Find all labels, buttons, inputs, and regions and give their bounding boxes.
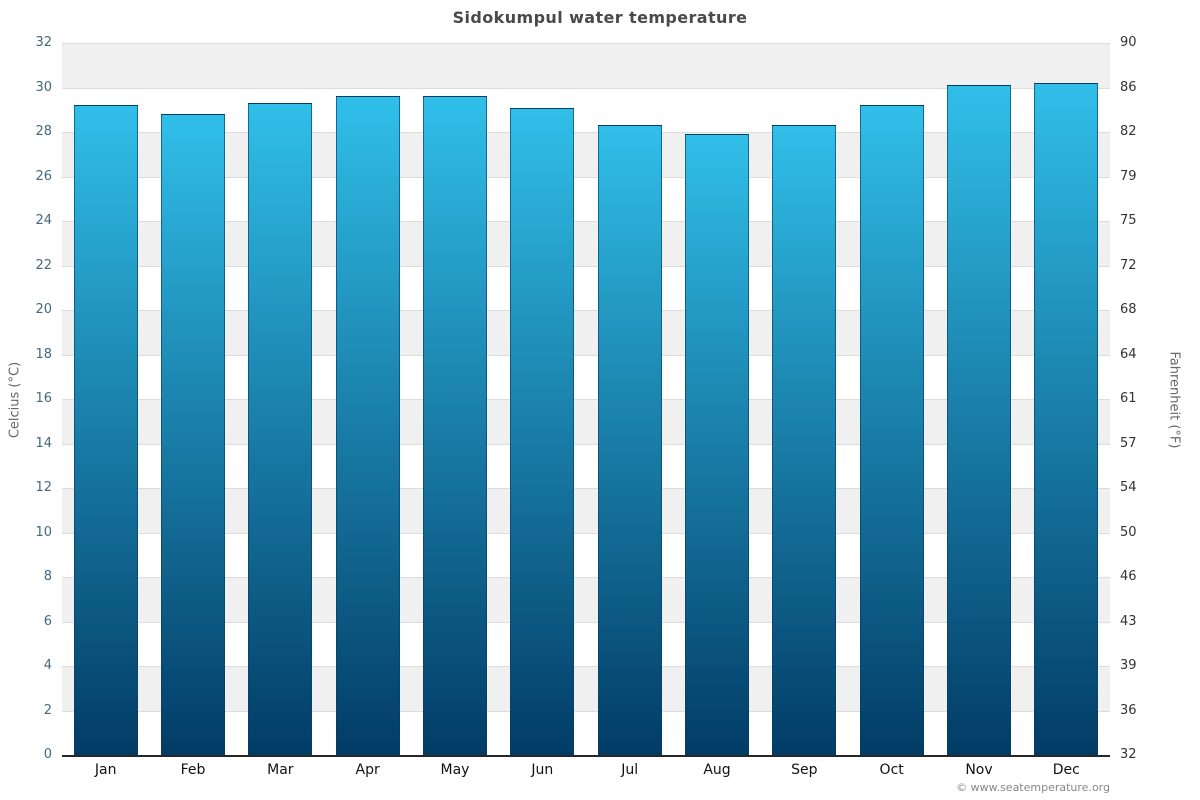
- x-tick-oct: Oct: [879, 762, 904, 778]
- fahrenheit-tick-label: 57: [1120, 435, 1137, 451]
- gridline: [62, 577, 1110, 578]
- bar-feb: [161, 114, 225, 755]
- background-band: [62, 666, 1110, 711]
- background-band: [62, 577, 1110, 622]
- fahrenheit-tick-label: 32: [1120, 747, 1137, 762]
- fahrenheit-tick-label: 82: [1120, 124, 1137, 139]
- celsius-tick-label: 30: [35, 79, 52, 95]
- bar-jun: [510, 107, 575, 755]
- celsius-tick-label: 32: [35, 35, 52, 50]
- x-tick-jul: Jul: [621, 762, 639, 778]
- x-tick-feb: Feb: [180, 762, 206, 778]
- fahrenheit-tick-label: 50: [1120, 524, 1137, 540]
- gridline: [62, 443, 1110, 445]
- gridline: [62, 710, 1110, 712]
- fahrenheit-tick-label: 90: [1120, 35, 1137, 50]
- bar-mar: [248, 103, 313, 755]
- x-tick-nov: Nov: [965, 762, 993, 778]
- x-tick-jun: Jun: [531, 762, 554, 778]
- celsius-tick-label: 2: [43, 702, 52, 718]
- gridline: [62, 310, 1110, 311]
- fahrenheit-tick-label: 75: [1120, 213, 1137, 228]
- gridline: [62, 176, 1110, 178]
- chart-title: Sidokumpul water temperature: [452, 8, 748, 27]
- bar-jul: [597, 125, 662, 755]
- fahrenheit-tick-label: 79: [1120, 168, 1137, 184]
- celsius-tick-label: 8: [43, 569, 52, 584]
- gridline: [62, 399, 1110, 400]
- fahrenheit-tick-label: 72: [1120, 257, 1137, 273]
- fahrenheit-tick-label: 54: [1120, 480, 1137, 495]
- celsius-tick-label: 16: [35, 391, 52, 406]
- background-band: [62, 221, 1110, 266]
- x-tick-aug: Aug: [703, 762, 731, 778]
- celsius-tick-label: 0: [43, 747, 52, 762]
- celsius-tick-label: 28: [35, 124, 52, 139]
- fahrenheit-tick-label: 39: [1120, 658, 1137, 673]
- gridline: [62, 666, 1110, 667]
- background-band: [62, 310, 1110, 355]
- celsius-tick-label: 18: [35, 346, 52, 362]
- celsius-tick-label: 20: [35, 302, 52, 317]
- bar-nov: [947, 85, 1011, 755]
- gridline: [62, 221, 1110, 222]
- background-band: [62, 399, 1110, 444]
- bar-may: [423, 96, 487, 755]
- background-band: [62, 132, 1110, 177]
- celsius-tick-label: 10: [35, 524, 52, 540]
- fahrenheit-tick-label: 36: [1120, 702, 1137, 718]
- gridline: [62, 354, 1110, 356]
- x-tick-jan: Jan: [94, 762, 117, 778]
- celsius-tick-label: 24: [35, 213, 52, 228]
- gridline: [62, 87, 1110, 89]
- bar-sep: [772, 125, 837, 755]
- bar-jan: [73, 105, 138, 755]
- bar-dec: [1034, 83, 1099, 755]
- fahrenheit-tick-label: 61: [1120, 391, 1137, 406]
- gridline: [62, 43, 1110, 44]
- gridline: [62, 532, 1110, 534]
- celsius-tick-label: 22: [35, 257, 52, 273]
- x-tick-apr: Apr: [355, 762, 380, 778]
- gridline: [62, 488, 1110, 489]
- gridline: [62, 132, 1110, 133]
- fahrenheit-tick-label: 46: [1120, 569, 1137, 584]
- x-axis-line: [62, 755, 1110, 757]
- fahrenheit-tick-label: 43: [1120, 613, 1137, 629]
- background-band: [62, 43, 1110, 88]
- celsius-tick-label: 14: [35, 435, 52, 451]
- gridline: [62, 621, 1110, 623]
- bar-aug: [685, 134, 749, 755]
- gridline: [62, 265, 1110, 267]
- fahrenheit-tick-label: 68: [1120, 302, 1137, 317]
- x-tick-sep: Sep: [791, 762, 818, 778]
- x-tick-dec: Dec: [1052, 762, 1080, 778]
- x-tick-mar: Mar: [267, 762, 294, 778]
- bar-apr: [335, 96, 400, 755]
- fahrenheit-tick-label: 64: [1120, 346, 1137, 362]
- celsius-tick-label: 26: [35, 168, 52, 184]
- copyright-text: © www.seatemperature.org: [956, 781, 1110, 794]
- celsius-tick-label: 6: [43, 613, 52, 629]
- celsius-tick-label: 12: [35, 480, 52, 495]
- celsius-tick-label: 4: [43, 658, 52, 673]
- bar-oct: [859, 105, 924, 755]
- fahrenheit-tick-label: 86: [1120, 79, 1137, 95]
- x-tick-may: May: [440, 762, 470, 778]
- background-band: [62, 488, 1110, 533]
